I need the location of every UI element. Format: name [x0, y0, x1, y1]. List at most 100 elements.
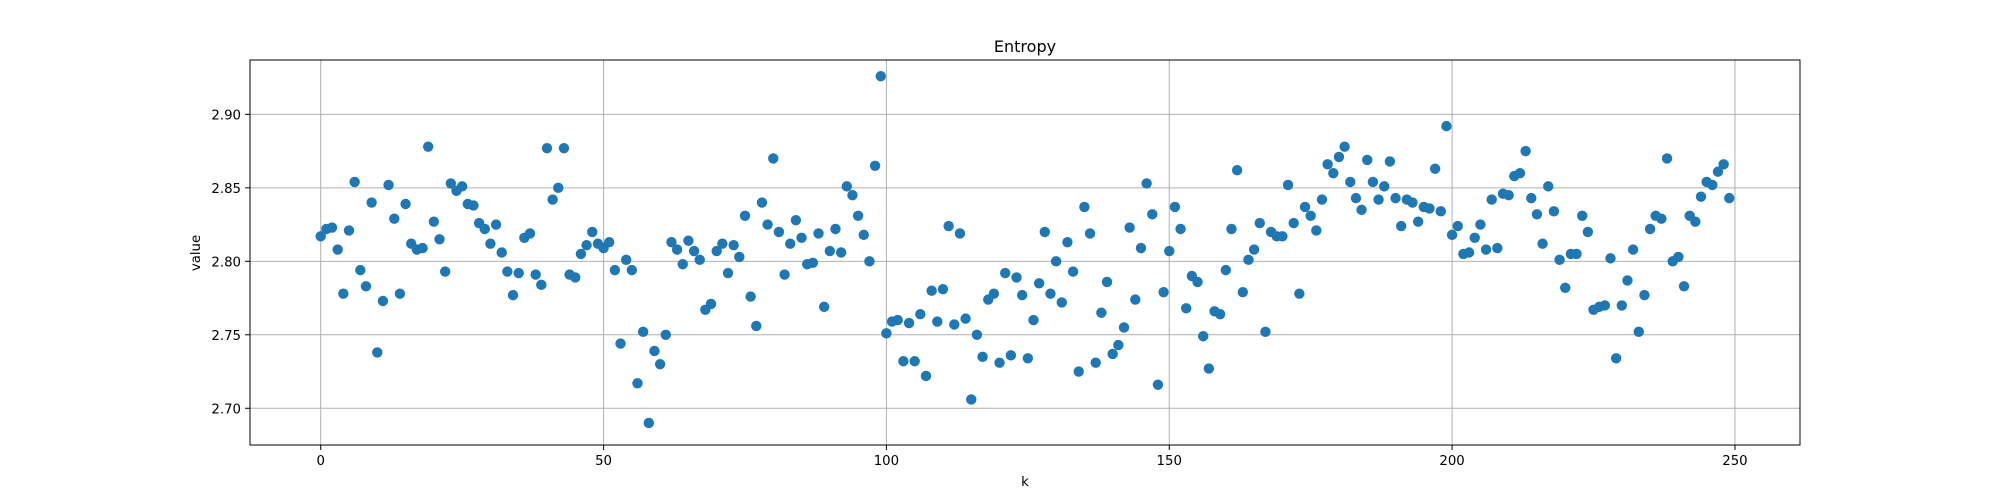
data-point: [1288, 217, 1299, 229]
data-point: [632, 378, 643, 389]
data-point: [1141, 178, 1152, 189]
data-point: [604, 237, 615, 248]
y-tick-label: 2.70: [211, 402, 241, 417]
data-point: [994, 357, 1005, 368]
data-point: [1616, 300, 1628, 311]
data-point: [796, 232, 807, 244]
data-point: [1033, 278, 1045, 289]
data-point: [383, 179, 394, 191]
data-point: [847, 189, 858, 201]
data-point: [1661, 153, 1673, 164]
data-point: [779, 269, 790, 280]
data-point: [1073, 366, 1084, 377]
data-point: [1435, 206, 1446, 217]
data-point: [1384, 156, 1396, 167]
data-point: [485, 238, 496, 249]
data-point: [1045, 288, 1056, 299]
data-point: [966, 394, 977, 405]
data-point: [1678, 281, 1690, 292]
data-point: [355, 264, 366, 276]
y-axis-label: value: [189, 235, 204, 271]
data-point: [649, 345, 660, 357]
data-point: [722, 267, 734, 279]
data-point: [768, 153, 779, 164]
data-point: [790, 214, 802, 226]
y-tick-label: 2.75: [211, 329, 241, 344]
data-point: [558, 142, 570, 154]
data-point: [502, 266, 513, 277]
data-point: [326, 222, 338, 233]
data-point: [1328, 167, 1339, 179]
data-point: [1446, 229, 1458, 241]
x-axis-label: k: [1021, 475, 1029, 490]
data-point: [422, 141, 434, 152]
data-point: [813, 228, 824, 239]
data-point: [615, 338, 626, 349]
data-point: [524, 228, 536, 239]
data-point: [1622, 275, 1633, 286]
data-point: [1107, 348, 1118, 360]
data-point: [666, 237, 677, 248]
data-point: [338, 288, 349, 299]
x-tick-label: 250: [1722, 454, 1747, 469]
data-point: [1537, 238, 1548, 249]
data-point: [915, 309, 926, 320]
data-point: [377, 295, 389, 307]
data-point: [1214, 309, 1226, 320]
data-point: [1050, 256, 1062, 267]
data-point: [807, 257, 819, 268]
data-point: [536, 279, 547, 291]
data-point: [1520, 145, 1531, 157]
x-tick-label: 0: [316, 454, 324, 469]
data-point: [688, 245, 700, 257]
data-point: [1695, 191, 1707, 202]
data-point: [1441, 120, 1452, 132]
data-point: [943, 220, 954, 232]
data-point: [1690, 216, 1701, 227]
data-point: [1554, 254, 1565, 266]
y-tick-label: 2.80: [211, 255, 241, 270]
data-point: [1412, 216, 1424, 227]
data-point: [756, 197, 768, 208]
data-point: [389, 213, 400, 224]
data-point: [1560, 282, 1571, 293]
data-point: [683, 235, 694, 246]
data-point: [1226, 223, 1237, 235]
data-point: [937, 284, 949, 295]
data-point: [1311, 225, 1322, 236]
data-point: [1277, 231, 1288, 242]
data-point: [496, 247, 507, 258]
data-point: [1379, 181, 1390, 192]
grid-lines: [250, 60, 1800, 445]
data-point: [717, 238, 728, 249]
data-point: [892, 314, 903, 326]
data-point: [1254, 217, 1265, 229]
data-point: [637, 326, 649, 338]
data-point: [1084, 228, 1096, 239]
y-tick-label: 2.90: [211, 108, 241, 123]
data-point: [1486, 194, 1497, 205]
data-point: [824, 245, 836, 257]
data-point: [1000, 267, 1011, 279]
data-point: [660, 329, 671, 340]
data-point: [705, 298, 717, 310]
data-point: [1339, 141, 1350, 152]
data-point: [439, 266, 451, 277]
data-point: [1316, 194, 1328, 205]
data-point: [609, 264, 621, 276]
data-point: [835, 247, 847, 258]
data-point: [360, 281, 372, 292]
data-point: [773, 226, 785, 238]
data-point: [620, 254, 632, 266]
data-point: [1260, 326, 1271, 338]
data-point: [1016, 289, 1028, 301]
data-point: [581, 239, 592, 251]
data-point: [988, 288, 1000, 299]
data-point: [1582, 226, 1594, 238]
data-point: [1062, 237, 1073, 248]
data-point: [1362, 154, 1373, 166]
data-point: [1514, 167, 1526, 179]
data-point: [343, 225, 355, 236]
data-point: [513, 267, 524, 279]
